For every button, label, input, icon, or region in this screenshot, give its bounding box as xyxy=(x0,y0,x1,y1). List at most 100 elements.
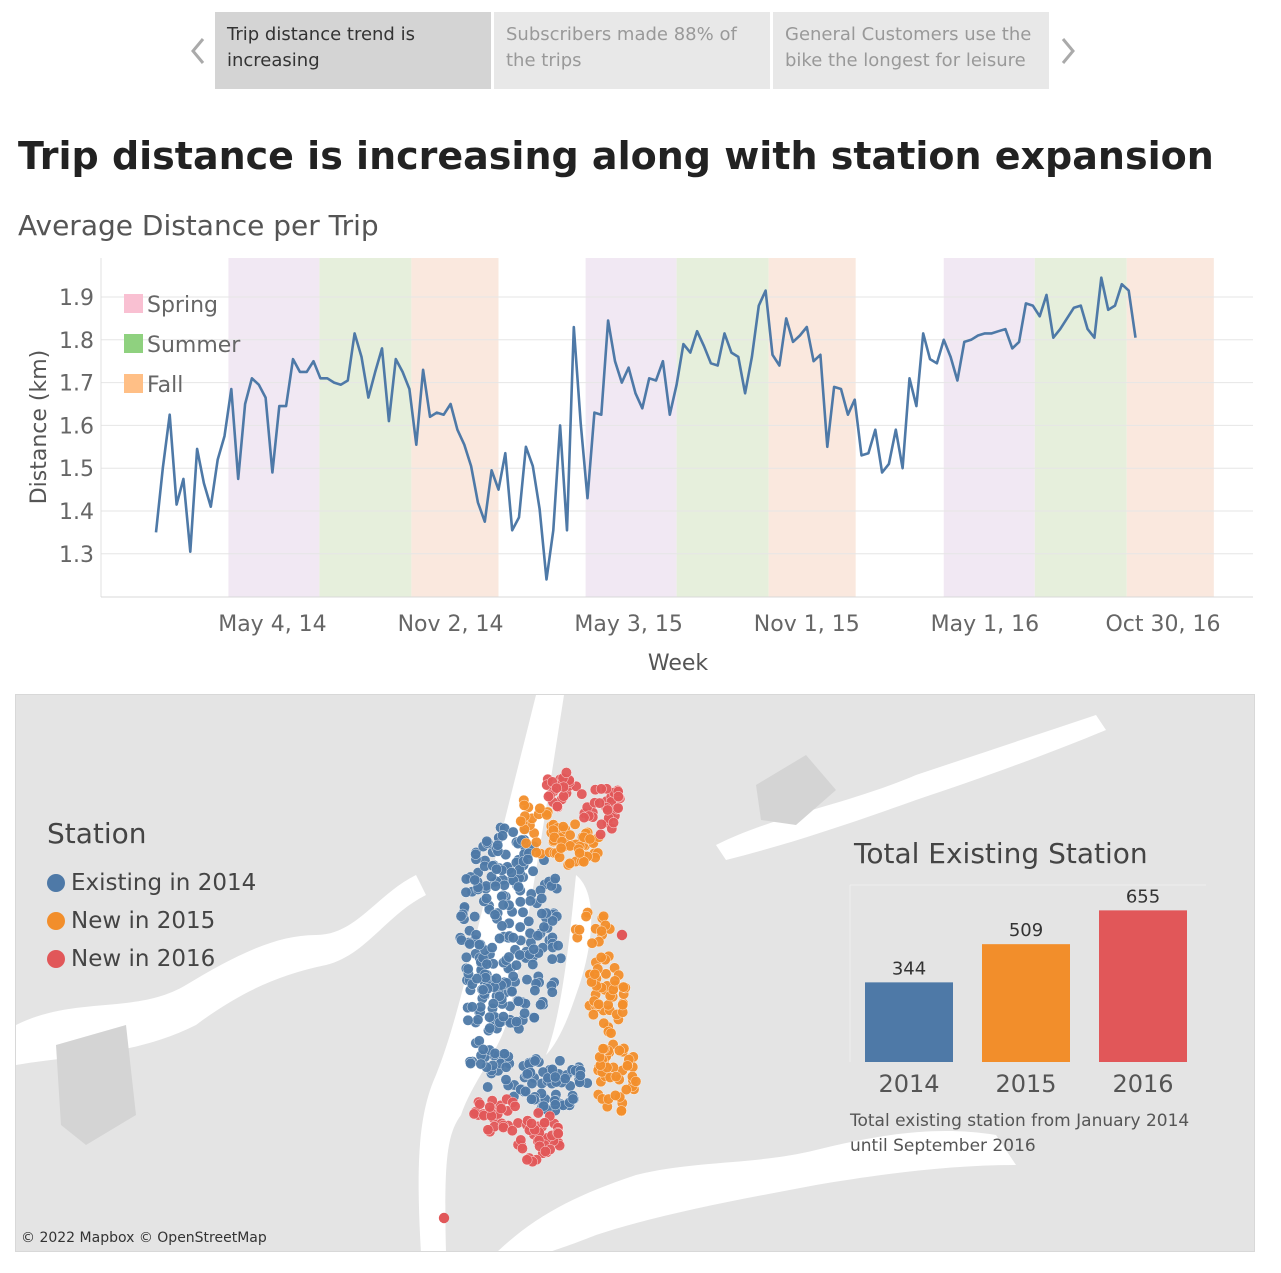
station-dot xyxy=(549,873,561,885)
station-dot xyxy=(630,1075,642,1087)
story-point-1[interactable]: Trip distance trend is increasing xyxy=(215,12,491,89)
legend-item-new-2015[interactable]: New in 2015 xyxy=(47,902,256,940)
station-dot xyxy=(469,911,481,923)
y-tick-label: 1.6 xyxy=(59,414,94,439)
station-legend-title: Station xyxy=(47,817,147,850)
station-dot xyxy=(481,835,493,847)
station-dot xyxy=(528,1012,540,1024)
season-band-fall xyxy=(768,258,856,597)
station-dot xyxy=(477,1044,489,1055)
station-dot xyxy=(513,995,524,1007)
station-dot xyxy=(602,999,614,1011)
legend-item-existing-2014[interactable]: Existing in 2014 xyxy=(47,864,256,902)
station-dot xyxy=(526,1093,537,1105)
story-point-3[interactable]: General Customers use the bike the longe… xyxy=(773,12,1049,89)
station-dot xyxy=(608,817,619,829)
station-dot xyxy=(531,836,542,848)
hackensack-river xyxy=(16,875,426,1065)
station-dot xyxy=(620,1084,632,1095)
station-dot xyxy=(475,1058,487,1070)
bar-category-label: 2016 xyxy=(1112,1070,1173,1098)
station-dot xyxy=(567,1093,579,1105)
station-dot xyxy=(618,981,629,993)
station-map[interactable]: 344 2014 509 2015 655 2016 Station Existing i… xyxy=(15,694,1255,1252)
station-dot xyxy=(574,924,585,936)
station-dot xyxy=(610,1071,622,1082)
station-dot xyxy=(598,1017,610,1029)
station-dot xyxy=(574,1070,586,1081)
distance-line-chart[interactable]: 1.3 1.4 1.5 1.6 1.7 1.8 1.9 May 4, 14 Nov 2, 14… xyxy=(0,250,1281,680)
station-dot xyxy=(514,921,526,933)
legend-item-new-2016[interactable]: New in 2016 xyxy=(47,940,256,978)
station-dot xyxy=(513,881,524,893)
station-dot xyxy=(486,942,498,954)
station-dot xyxy=(515,815,527,827)
station-dot xyxy=(595,783,607,795)
story-next-button[interactable] xyxy=(1057,34,1079,68)
station-dot xyxy=(527,958,539,970)
story-point-2[interactable]: Subscribers made 88% of the trips xyxy=(494,12,770,89)
station-dot xyxy=(521,1154,533,1166)
station-dot xyxy=(495,1103,507,1115)
legend-label-fall: Fall xyxy=(147,373,183,398)
x-tick-label: May 3, 15 xyxy=(574,612,682,637)
distance-series-line xyxy=(154,276,1137,581)
station-dot xyxy=(497,1011,509,1023)
laguardia-airport xyxy=(756,755,836,825)
station-dot xyxy=(596,818,607,830)
station-dot xyxy=(595,951,607,963)
season-band-fall xyxy=(1126,258,1214,597)
station-dot xyxy=(561,767,572,779)
station-dot xyxy=(506,867,517,879)
y-axis-label: Distance (km) xyxy=(27,350,52,505)
station-dot xyxy=(490,880,501,892)
station-dot xyxy=(486,871,497,883)
long-island-sound xyxy=(716,715,1106,860)
station-dot xyxy=(617,999,629,1011)
station-dot xyxy=(474,1098,486,1110)
station-dot xyxy=(554,1055,566,1067)
station-dot xyxy=(516,1143,528,1154)
legend-swatch-fall xyxy=(124,374,143,393)
station-dot xyxy=(527,865,539,877)
station-dot xyxy=(482,1124,494,1136)
bar-value-label: 344 xyxy=(892,958,926,979)
bar-2014 xyxy=(865,982,953,1062)
station-dot xyxy=(464,938,476,950)
station-dot xyxy=(589,968,601,980)
season-band-summer xyxy=(676,258,769,597)
station-dot xyxy=(481,892,492,904)
station-dot xyxy=(523,915,535,927)
bar-value-label: 655 xyxy=(1126,886,1160,907)
x-axis-label: Week xyxy=(648,651,709,676)
station-dot xyxy=(596,925,607,937)
station-dot xyxy=(616,1105,627,1117)
hudson-river xyxy=(418,695,583,1251)
story-point-label: Trip distance trend is increasing xyxy=(227,24,415,71)
x-tick-label: Nov 2, 14 xyxy=(398,612,504,637)
station-dot xyxy=(472,1014,484,1026)
story-prev-button[interactable] xyxy=(187,34,209,68)
station-dot xyxy=(528,943,540,955)
station-dot xyxy=(514,896,526,908)
station-dot xyxy=(594,797,605,809)
station-dot xyxy=(535,999,546,1011)
line-chart-title: Average Distance per Trip xyxy=(18,209,379,242)
station-dot xyxy=(460,951,472,963)
station-dot xyxy=(507,932,519,944)
station-dot xyxy=(489,909,501,921)
bar-category-label: 2014 xyxy=(878,1070,939,1098)
station-dot xyxy=(539,1117,550,1129)
station-dot xyxy=(524,895,536,907)
station-dot xyxy=(526,1078,538,1089)
station-dot xyxy=(469,874,481,886)
y-tick-label: 1.4 xyxy=(59,500,94,525)
station-dot xyxy=(551,801,563,812)
station-dot xyxy=(554,851,565,863)
map-canvas[interactable]: 344 2014 509 2015 655 2016 xyxy=(16,695,1255,1252)
legend-dot-icon xyxy=(47,912,65,930)
station-dot xyxy=(482,1081,494,1093)
y-tick-label: 1.7 xyxy=(59,372,94,397)
newark-airport xyxy=(56,1025,136,1145)
station-dot xyxy=(519,1007,530,1019)
